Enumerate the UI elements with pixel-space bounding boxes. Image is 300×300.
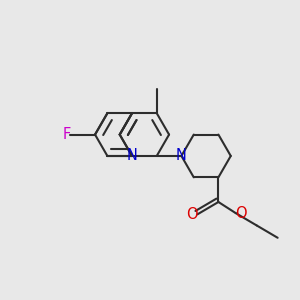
Text: N: N bbox=[176, 148, 187, 164]
Text: N: N bbox=[127, 148, 137, 164]
Text: O: O bbox=[236, 206, 247, 220]
Text: F: F bbox=[63, 127, 71, 142]
Text: O: O bbox=[187, 207, 198, 222]
